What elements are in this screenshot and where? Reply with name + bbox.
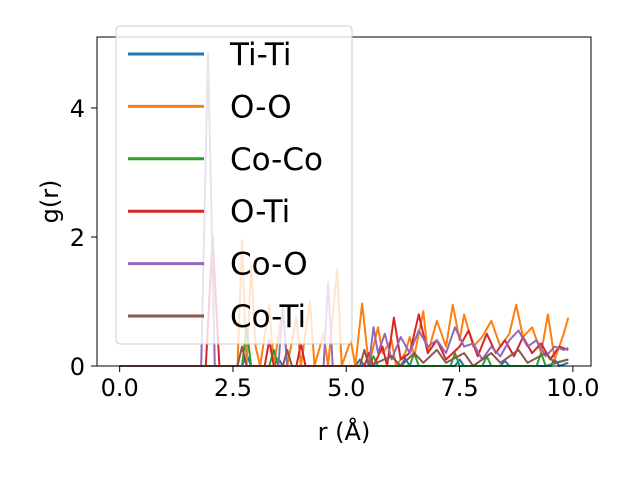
legend-item: Co-Ti: [128, 299, 306, 335]
x-axis-ticks: 0.0 2.5 5.0 7.5 10.0: [101, 366, 600, 402]
y-tick-label: 2: [70, 224, 85, 252]
x-axis-label: r (Å): [318, 417, 371, 446]
legend-label: O-O: [230, 89, 292, 125]
y-tick-label: 4: [70, 95, 85, 123]
legend-items: Ti-Ti O-O Co-Co O-Ti Co-O Co-Ti: [128, 37, 323, 335]
legend-label: Ti-Ti: [229, 37, 292, 73]
legend-label: O-Ti: [230, 194, 290, 230]
x-tick-label: 5.0: [327, 374, 365, 402]
y-tick-label: 0: [70, 353, 85, 381]
y-axis-ticks: 0 2 4: [70, 95, 97, 381]
legend-label: Co-Co: [230, 142, 323, 178]
legend-label: Co-Ti: [230, 299, 306, 335]
legend-item: Ti-Ti: [128, 37, 292, 73]
legend-item: Co-Co: [128, 142, 323, 178]
legend-box: [115, 25, 353, 345]
legend-item: O-Ti: [128, 194, 290, 230]
legend: Ti-Ti O-O Co-Co O-Ti Co-O Co-Ti: [115, 25, 353, 345]
legend-item: O-O: [128, 89, 292, 125]
legend-label: Co-O: [230, 247, 308, 283]
x-tick-label: 10.0: [546, 374, 599, 402]
x-tick-label: 0.0: [101, 374, 139, 402]
legend-item: Co-O: [128, 247, 308, 283]
x-tick-label: 2.5: [214, 374, 252, 402]
y-axis-label: g(r): [36, 180, 64, 224]
series-line-co-o: [119, 52, 569, 367]
x-tick-label: 7.5: [440, 374, 478, 402]
